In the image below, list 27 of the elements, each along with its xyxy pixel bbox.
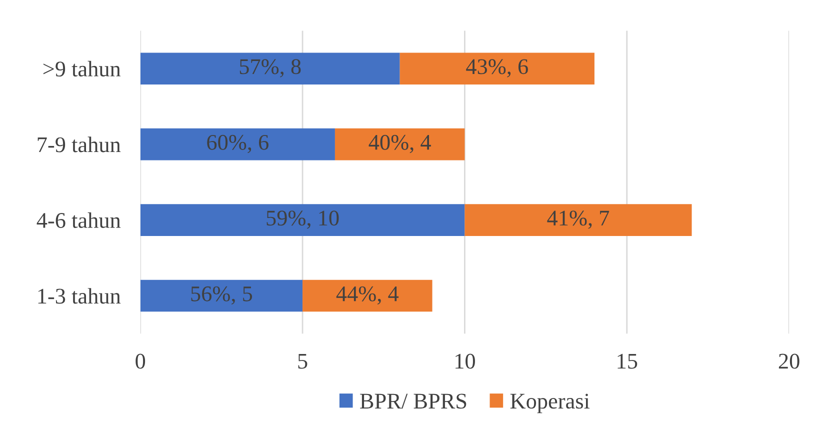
x-tick-label: 20 — [778, 354, 800, 369]
bar — [140, 128, 335, 160]
bar — [140, 204, 465, 236]
bar — [140, 280, 303, 312]
x-tick-label: 0 — [136, 354, 146, 369]
bar — [302, 280, 432, 312]
bar — [334, 128, 465, 160]
y-tick-label: 1-3 tahun — [38, 288, 121, 304]
bar — [140, 52, 400, 84]
data-label: 60%, 6 — [207, 134, 268, 154]
data-label: 57%, 8 — [240, 59, 301, 78]
y-tick-label: 7-9 tahun — [38, 136, 121, 152]
bar — [464, 204, 692, 236]
data-label: 44%, 4 — [336, 286, 399, 305]
bar — [400, 52, 594, 84]
y-tick-label: 4-6 tahun — [36, 212, 121, 228]
legend-label: Koperasi — [510, 394, 590, 414]
x-tick-label: 15 — [618, 354, 638, 369]
data-label: 40%, 4 — [368, 134, 431, 154]
data-label: 56%, 5 — [191, 286, 252, 305]
data-label: 59%, 10 — [266, 210, 339, 229]
x-tick-label: 10 — [456, 354, 475, 369]
legend-label: BPR/ BPRS — [360, 394, 466, 409]
data-label: 43%, 6 — [466, 59, 528, 78]
x-tick-label: 5 — [298, 354, 308, 369]
y-tick-label: >9 tahun — [43, 60, 121, 77]
data-label: 41%, 7 — [547, 210, 610, 229]
